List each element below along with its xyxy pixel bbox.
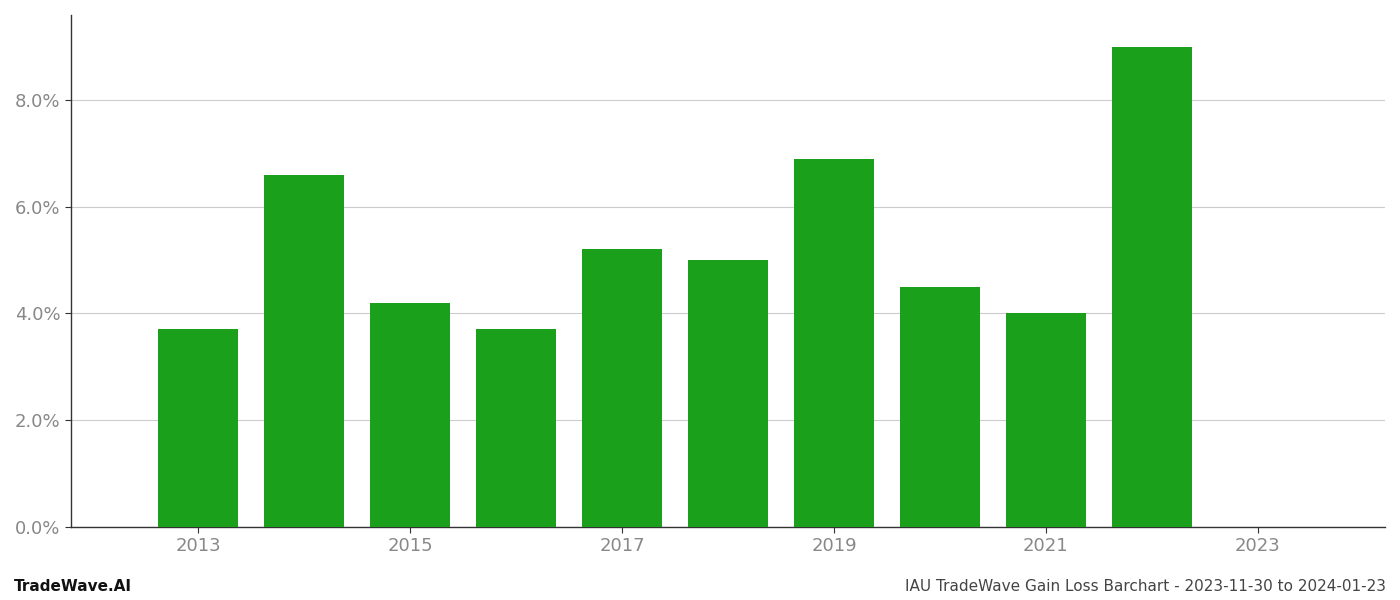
Text: TradeWave.AI: TradeWave.AI (14, 579, 132, 594)
Bar (1112, 47, 1191, 527)
Bar (1007, 313, 1085, 527)
Bar (371, 303, 449, 527)
Bar (476, 329, 556, 527)
Bar (265, 175, 344, 527)
Bar (900, 287, 980, 527)
Bar (794, 159, 874, 527)
Bar (158, 329, 238, 527)
Text: IAU TradeWave Gain Loss Barchart - 2023-11-30 to 2024-01-23: IAU TradeWave Gain Loss Barchart - 2023-… (904, 579, 1386, 594)
Bar (689, 260, 767, 527)
Bar (582, 250, 662, 527)
